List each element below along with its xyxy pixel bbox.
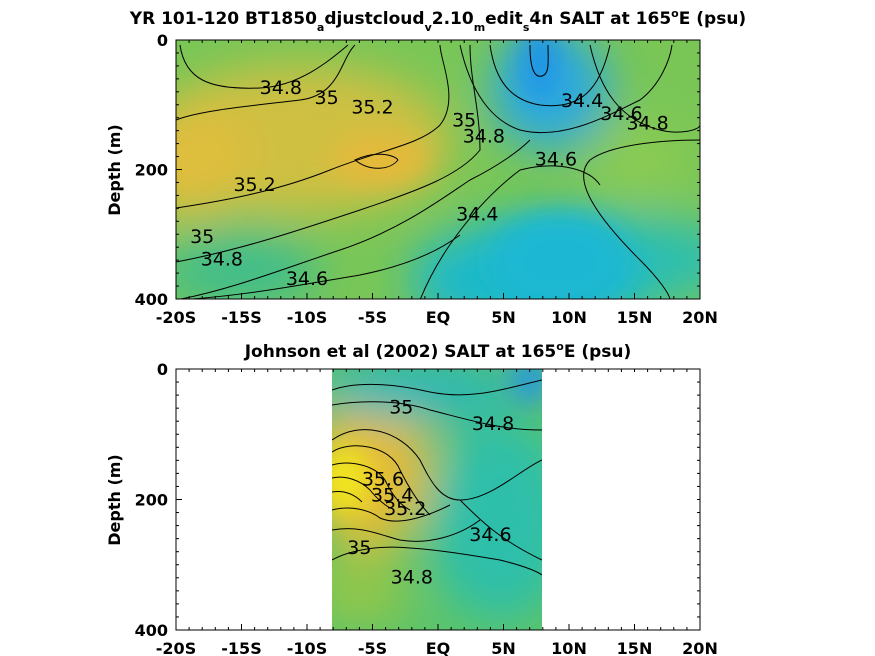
- y-tick-label: 0: [157, 360, 168, 379]
- x-tick-label: 20N: [682, 308, 718, 327]
- y-tick-label: 200: [135, 161, 168, 180]
- contour-label: 35.2: [351, 96, 393, 118]
- observed-salinity-panel: Johnson et al (2002) SALT at 165oE (psu): [105, 340, 718, 656]
- panel-bottom-title: Johnson et al (2002) SALT at 165oE (psu): [244, 340, 632, 362]
- x-tick-label: EQ: [426, 308, 451, 327]
- contour-label: 34.6: [535, 148, 577, 170]
- x-tick-label: 5N: [491, 308, 516, 327]
- panel-top-title: YR 101-120 BT1850adjustcloudv2.10medits4…: [129, 7, 746, 34]
- x-tick-label: -5S: [358, 308, 387, 327]
- panel-top-x-ticks: -20S -15S -10S -5S EQ 5N 10N 15N 20N: [156, 40, 718, 327]
- contour-label: 34.6: [469, 524, 511, 546]
- x-tick-label: -5S: [358, 639, 387, 656]
- panel-top-contour-labels: 34.8 35 35.23534.834.434.634.834.635.234.4…: [190, 77, 669, 290]
- panel-bottom-ylabel: Depth (m): [105, 454, 124, 546]
- contour-label: 35: [389, 397, 413, 419]
- contour-label: 34.4: [561, 90, 603, 112]
- panel-bottom-contour-labels: 35 34.8 35.635.435.2 34.6 35 34.8: [347, 397, 514, 589]
- contour-label: 35.2: [384, 498, 426, 520]
- y-tick-label: 400: [135, 621, 168, 640]
- panel-top-field: [176, 40, 700, 299]
- x-tick-label: 10N: [551, 308, 587, 327]
- x-tick-label: EQ: [426, 639, 451, 656]
- x-tick-label: 5N: [491, 639, 516, 656]
- contour-label: 34.4: [456, 203, 498, 225]
- contour-label: 34.8: [626, 113, 668, 135]
- panel-top-ylabel: Depth (m): [105, 124, 124, 216]
- y-tick-label: 400: [135, 290, 168, 309]
- x-tick-label: 15N: [617, 308, 653, 327]
- x-tick-label: 10N: [551, 639, 587, 656]
- contour-label: 35: [315, 87, 339, 109]
- x-tick-label: -15S: [221, 639, 261, 656]
- y-tick-label: 0: [157, 31, 168, 50]
- x-tick-label: -20S: [156, 639, 196, 656]
- panel-top-y-ticks: 0 200 400: [135, 31, 700, 309]
- model-salinity-panel: YR 101-120 BT1850adjustcloudv2.10medits4…: [105, 7, 746, 327]
- contour-label: 35: [347, 537, 371, 559]
- contour-label: 35.2: [233, 174, 275, 196]
- contour-label: 35: [452, 109, 476, 131]
- y-tick-label: 200: [135, 491, 168, 510]
- contour-label: 35.6: [362, 468, 404, 490]
- x-tick-label: 15N: [617, 639, 653, 656]
- x-tick-label: 20N: [682, 639, 718, 656]
- contour-label: 34.8: [472, 413, 514, 435]
- contour-label: 34.8: [463, 126, 505, 148]
- x-tick-label: -10S: [287, 308, 327, 327]
- x-tick-label: -10S: [287, 639, 327, 656]
- contour-label: 34.8: [201, 249, 243, 271]
- panel-bottom-x-ticks: -20S -15S -10S -5S EQ 5N 10N 15N 20N: [156, 369, 718, 656]
- x-tick-label: -20S: [156, 308, 196, 327]
- x-tick-label: -15S: [221, 308, 261, 327]
- contour-label: 35: [190, 226, 214, 248]
- contour-label: 34.6: [286, 268, 328, 290]
- contour-label: 34.6: [600, 103, 642, 125]
- contour-label: 34.8: [391, 566, 433, 588]
- panel-bottom-field: [332, 369, 542, 630]
- contour-label: 34.8: [260, 77, 302, 99]
- contour-label: 35.4: [371, 485, 413, 507]
- panel-bottom-y-ticks: 0 200 400: [135, 360, 700, 640]
